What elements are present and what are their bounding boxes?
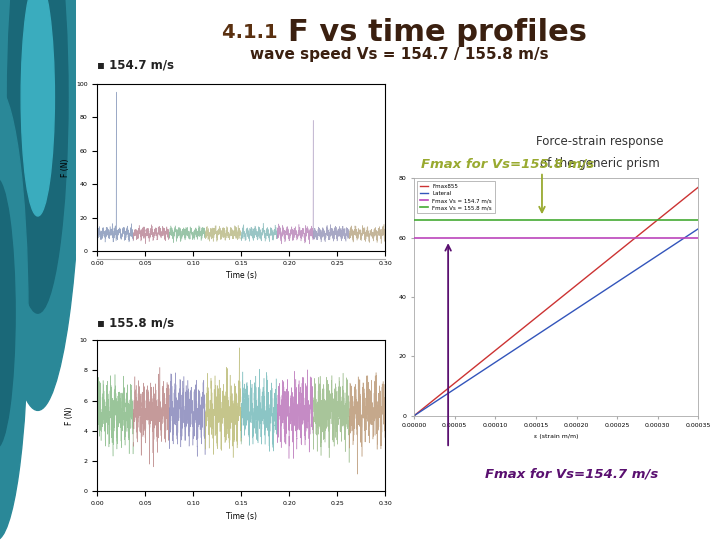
- Circle shape: [0, 86, 28, 540]
- Text: ▪ 155.8 m/s: ▪ 155.8 m/s: [97, 316, 174, 329]
- Circle shape: [7, 0, 68, 313]
- Circle shape: [21, 0, 55, 216]
- X-axis label: ε (strain m/m): ε (strain m/m): [534, 434, 578, 439]
- Circle shape: [0, 0, 81, 410]
- Text: Force-strain response: Force-strain response: [536, 136, 663, 148]
- Text: 4.1.1: 4.1.1: [222, 23, 284, 42]
- Text: F vs time profiles: F vs time profiles: [288, 18, 587, 47]
- Y-axis label: F (N): F (N): [66, 407, 74, 425]
- Text: Fmax for Vs=154.7 m/s: Fmax for Vs=154.7 m/s: [485, 468, 658, 481]
- X-axis label: Time (s): Time (s): [225, 272, 257, 280]
- Text: wave speed Vs = 154.7 / 155.8 m/s: wave speed Vs = 154.7 / 155.8 m/s: [251, 46, 549, 62]
- Legend: Fmax855, Lateral, Fmax Vs = 154.7 m/s, Fmax Vs = 155.8 m/s: Fmax855, Lateral, Fmax Vs = 154.7 m/s, F…: [417, 181, 495, 213]
- Text: Fmax for Vs=155.8 m/s: Fmax for Vs=155.8 m/s: [421, 157, 595, 170]
- Y-axis label: F (N): F (N): [61, 158, 71, 177]
- Text: ▪ 154.7 m/s: ▪ 154.7 m/s: [97, 59, 174, 72]
- Circle shape: [0, 178, 15, 448]
- Text: of the generic prism: of the generic prism: [539, 157, 660, 170]
- X-axis label: Time (s): Time (s): [225, 512, 257, 521]
